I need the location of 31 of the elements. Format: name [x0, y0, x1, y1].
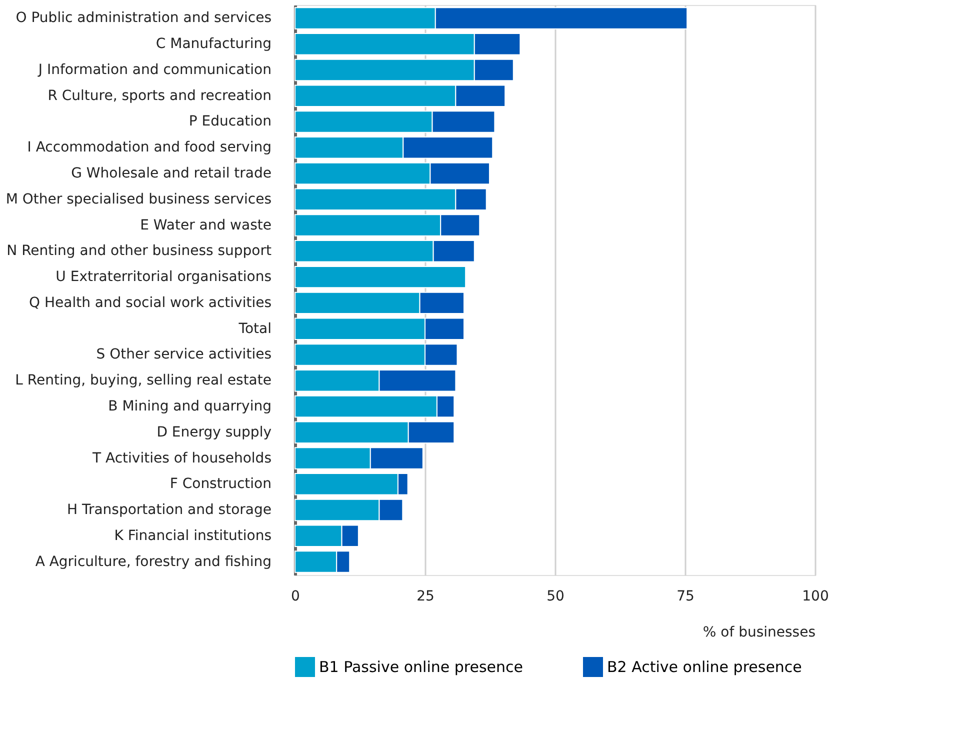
y-tick-label: Q Health and social work activities — [29, 294, 272, 311]
y-tick-label: B Mining and quarrying — [108, 398, 272, 414]
y-tick-label: U Extraterritorial organisations — [56, 269, 272, 286]
y-tick-label: T Activities of households — [92, 450, 272, 466]
y-tick-label: H Transportation and storage — [67, 502, 272, 518]
y-tick-label: L Renting, buying, selling real estate — [15, 372, 272, 389]
y-tick-label: K Financial institutions — [114, 528, 272, 544]
y-tick-label: R Culture, sports and recreation — [48, 88, 272, 104]
y-tick-label: J Information and communication — [37, 62, 272, 78]
y-tick-label: S Other service activities — [96, 346, 272, 363]
y-tick-label: O Public administration and services — [16, 10, 272, 26]
x-tick-label: 25 — [416, 588, 434, 604]
bar — [294, 266, 466, 288]
y-tick-label: Total — [238, 320, 272, 337]
y-tick-label: M Other specialised business services — [6, 191, 272, 208]
y-tick-label: C Manufacturing — [156, 36, 272, 52]
legend-label: B1 Passive online presence — [319, 658, 523, 676]
y-tick-label: N Renting and other business support — [6, 243, 272, 260]
x-tick-label: 100 — [802, 588, 829, 604]
x-tick-label: 0 — [291, 588, 300, 604]
x-axis-title: % of businesses — [702, 624, 816, 640]
x-tick-label: 50 — [546, 588, 564, 604]
legend-label: B2 Active online presence — [607, 658, 802, 676]
y-tick-label: F Construction — [170, 476, 272, 492]
y-tick-label: P Education — [188, 114, 272, 130]
y-tick-label: I Accommodation and food serving — [27, 140, 272, 156]
x-tick-label: 75 — [676, 588, 694, 604]
y-tick-label: G Wholesale and retail trade — [71, 166, 272, 182]
y-tick-label: D Energy supply — [156, 424, 272, 440]
y-tick-label: E Water and waste — [140, 217, 272, 234]
y-tick-label: A Agriculture, forestry and fishing — [35, 554, 272, 570]
